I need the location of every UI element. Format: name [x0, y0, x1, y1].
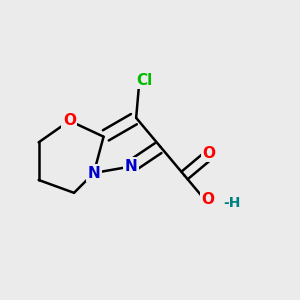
- Text: Cl: Cl: [136, 73, 152, 88]
- Text: N: N: [124, 159, 137, 174]
- Text: O: O: [201, 193, 214, 208]
- Text: N: N: [87, 166, 100, 181]
- Text: -H: -H: [223, 196, 240, 210]
- Text: O: O: [63, 113, 76, 128]
- Text: O: O: [202, 146, 215, 161]
